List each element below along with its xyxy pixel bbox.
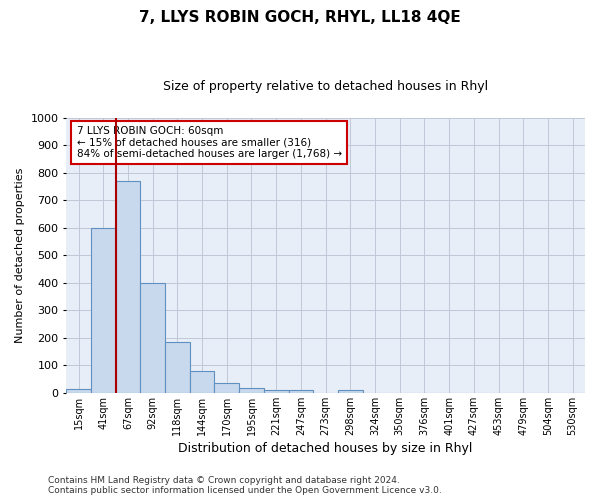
Bar	[116, 181, 140, 393]
Text: Contains HM Land Registry data © Crown copyright and database right 2024.
Contai: Contains HM Land Registry data © Crown c…	[48, 476, 442, 495]
Bar	[165, 342, 190, 393]
Text: 7 LLYS ROBIN GOCH: 60sqm
← 15% of detached houses are smaller (316)
84% of semi-: 7 LLYS ROBIN GOCH: 60sqm ← 15% of detach…	[77, 126, 341, 159]
Title: Size of property relative to detached houses in Rhyl: Size of property relative to detached ho…	[163, 80, 488, 93]
Bar	[214, 382, 239, 393]
Bar	[338, 390, 362, 393]
Bar	[239, 388, 264, 393]
Bar	[190, 371, 214, 393]
Bar	[289, 390, 313, 393]
Bar	[91, 228, 116, 393]
Bar	[66, 389, 91, 393]
Bar	[264, 390, 289, 393]
Bar	[140, 283, 165, 393]
Y-axis label: Number of detached properties: Number of detached properties	[15, 168, 25, 343]
X-axis label: Distribution of detached houses by size in Rhyl: Distribution of detached houses by size …	[178, 442, 473, 455]
Text: 7, LLYS ROBIN GOCH, RHYL, LL18 4QE: 7, LLYS ROBIN GOCH, RHYL, LL18 4QE	[139, 10, 461, 25]
